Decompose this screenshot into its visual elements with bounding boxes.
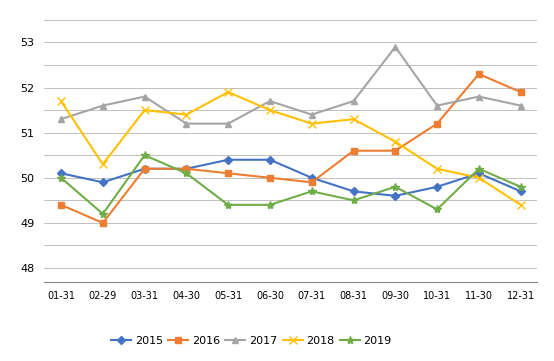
2018 [392,140,399,144]
2016 [183,166,189,171]
2018 [58,99,64,103]
2017 [434,103,440,108]
Line: 2016: 2016 [58,71,524,226]
2017 [225,121,232,126]
2018 [475,176,482,180]
2019 [475,166,482,171]
2015 [434,185,440,189]
Line: 2019: 2019 [57,151,525,218]
2016 [225,171,232,175]
2015 [266,158,273,162]
2016 [517,90,524,94]
2018 [225,90,232,94]
2016 [58,203,64,207]
2017 [100,103,106,108]
2018 [309,121,315,126]
2017 [266,99,273,103]
2015 [475,171,482,175]
2017 [392,45,399,49]
2018 [183,113,189,117]
2019 [100,212,106,216]
2019 [392,185,399,189]
2019 [141,153,148,157]
Line: 2018: 2018 [57,88,525,209]
2018 [350,117,357,121]
2019 [350,198,357,203]
2016 [392,148,399,153]
2015 [309,176,315,180]
2017 [141,95,148,99]
2018 [517,203,524,207]
2019 [434,207,440,212]
2019 [517,185,524,189]
2015 [350,189,357,193]
2019 [225,203,232,207]
2019 [58,176,64,180]
2016 [141,166,148,171]
2015 [100,180,106,184]
2018 [100,162,106,166]
2015 [392,193,399,198]
2015 [141,166,148,171]
Legend: 2015, 2016, 2017, 2018, 2019: 2015, 2016, 2017, 2018, 2019 [111,336,391,346]
Line: 2017: 2017 [58,43,524,127]
2017 [309,113,315,117]
2017 [183,121,189,126]
2015 [183,166,189,171]
2015 [517,189,524,193]
2016 [100,221,106,225]
2017 [58,117,64,121]
2019 [183,171,189,175]
2015 [58,171,64,175]
Line: 2015: 2015 [58,157,524,199]
2018 [434,166,440,171]
2017 [517,103,524,108]
2018 [266,108,273,112]
2016 [266,176,273,180]
2017 [475,95,482,99]
2017 [350,99,357,103]
2019 [309,189,315,193]
2016 [434,121,440,126]
2016 [475,72,482,76]
2016 [309,180,315,184]
2018 [141,108,148,112]
2019 [266,203,273,207]
2016 [350,148,357,153]
2015 [225,158,232,162]
